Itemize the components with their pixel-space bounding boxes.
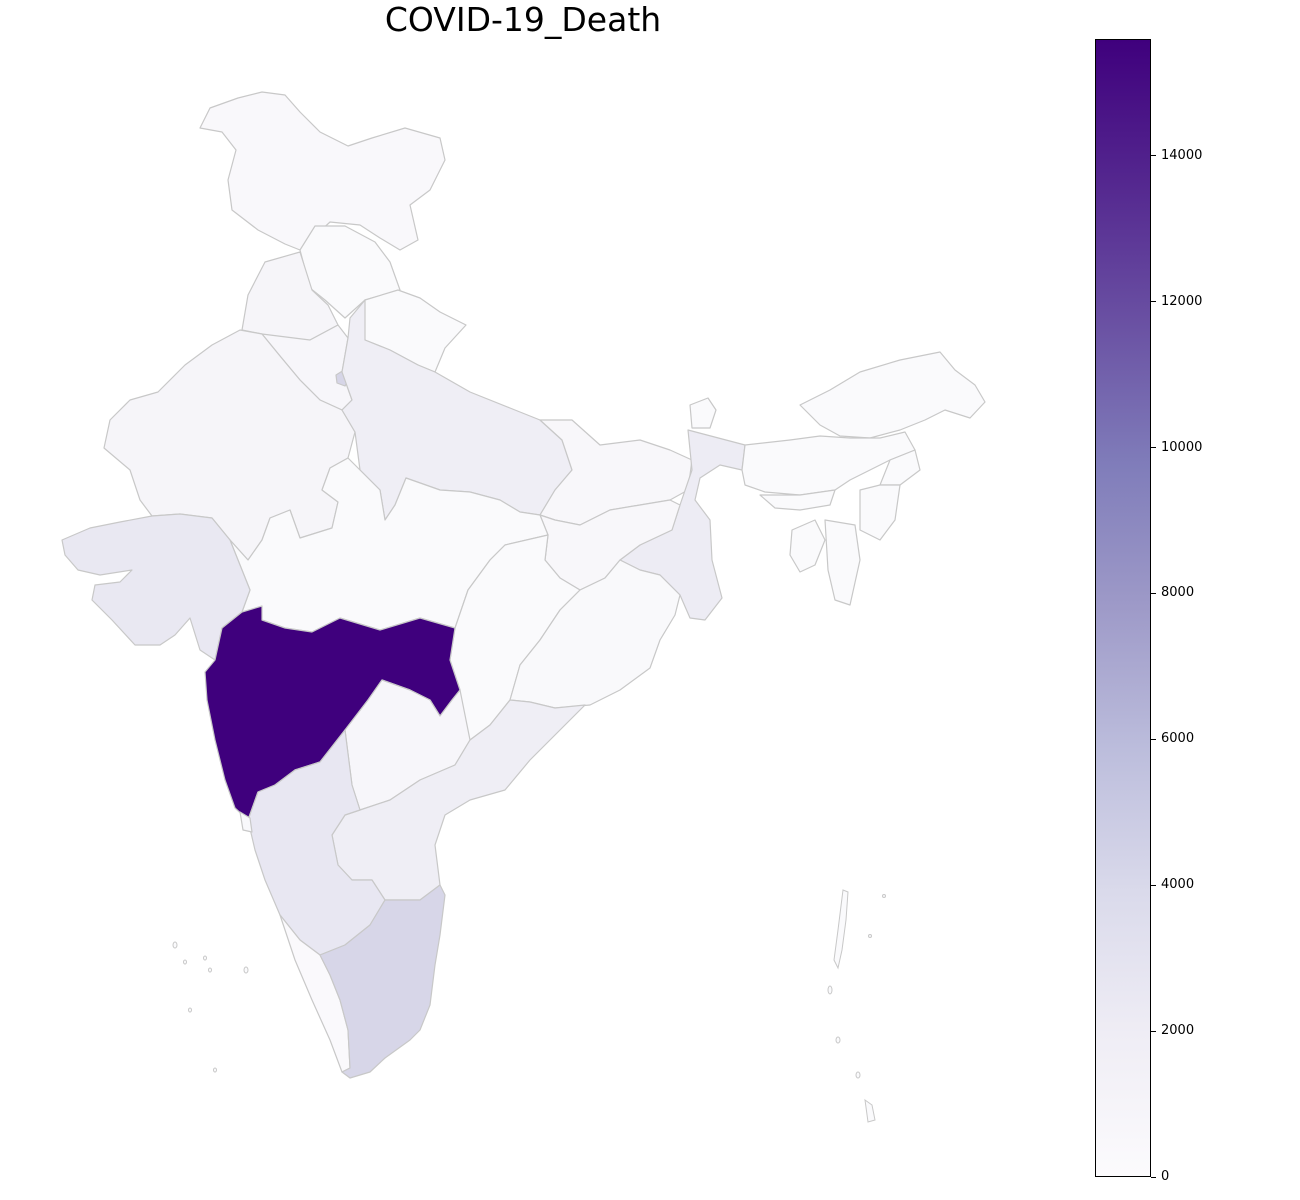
region-mizoram bbox=[824, 519, 861, 606]
colorbar-tick-label: 14000 bbox=[1161, 147, 1203, 163]
region-arunachal-pradesh bbox=[799, 351, 986, 439]
colorbar-tick bbox=[1151, 592, 1156, 594]
region-odisha bbox=[509, 559, 681, 709]
colorbar-tick-label: 6000 bbox=[1161, 731, 1195, 747]
colorbar bbox=[1095, 39, 1151, 1177]
region-meghalaya bbox=[759, 489, 836, 511]
map-title: COVID-19_Death bbox=[384, 0, 662, 39]
colorbar-tick bbox=[1151, 738, 1156, 740]
colorbar-tick-label: 4000 bbox=[1161, 877, 1195, 893]
colorbar-tick bbox=[1151, 447, 1156, 448]
colorbar-tick-label: 8000 bbox=[1161, 585, 1195, 601]
region-goa bbox=[239, 811, 253, 833]
colorbar-tick bbox=[1151, 1176, 1156, 1178]
colorbar-tick bbox=[1151, 301, 1156, 303]
colorbar-tick bbox=[1151, 1030, 1156, 1032]
colorbar-tick-label: 12000 bbox=[1161, 293, 1203, 309]
region-gujarat bbox=[61, 513, 251, 661]
region-jammu-kashmir bbox=[199, 91, 446, 251]
colorbar-tick bbox=[1151, 884, 1156, 886]
region-himachal-pradesh bbox=[299, 225, 401, 319]
region-sikkim bbox=[689, 397, 717, 429]
region-lakshadweep bbox=[172, 941, 249, 1073]
region-manipur bbox=[859, 484, 901, 541]
colorbar-tick-label: 10000 bbox=[1161, 439, 1203, 455]
colorbar-tick-label: 0 bbox=[1161, 1169, 1170, 1184]
colorbar-tick bbox=[1151, 155, 1156, 157]
region-nagaland bbox=[879, 449, 921, 486]
india-choropleth-map bbox=[61, 91, 986, 1123]
region-andaman-nicobar bbox=[827, 889, 886, 1123]
colorbar-tick-label: 2000 bbox=[1161, 1023, 1195, 1039]
region-tamil-nadu bbox=[319, 884, 446, 1079]
region-assam bbox=[741, 431, 916, 496]
region-tripura bbox=[789, 519, 826, 573]
